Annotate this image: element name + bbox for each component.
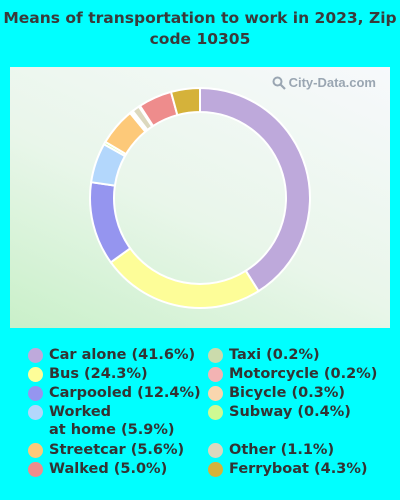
- legend-item: Streetcar (5.6%): [28, 441, 184, 459]
- legend-label: Worked at home (5.9%): [49, 403, 175, 439]
- legend-swatch: [28, 462, 43, 477]
- legend-label-line: Motorcycle (0.2%): [229, 366, 378, 382]
- legend-label: Car alone (41.6%): [49, 346, 195, 364]
- legend-label: Taxi (0.2%): [229, 346, 320, 364]
- legend-label: Bus (24.3%): [49, 365, 148, 383]
- legend-swatch: [28, 386, 43, 401]
- legend-item: Walked (5.0%): [28, 460, 167, 478]
- legend-label-line: Streetcar (5.6%): [49, 442, 185, 458]
- legend-swatch: [208, 367, 223, 382]
- legend-label-line: Taxi (0.2%): [229, 347, 320, 363]
- magnifier-icon: [272, 76, 286, 90]
- legend-label: Ferryboat (4.3%): [229, 460, 367, 478]
- legend-item: Ferryboat (4.3%): [208, 460, 367, 478]
- slice-car-alone: [199, 86, 311, 293]
- legend-label: Streetcar (5.6%): [49, 441, 184, 459]
- legend-item: Subway (0.4%): [208, 403, 351, 421]
- legend-swatch: [208, 405, 223, 420]
- donut-chart: [89, 86, 311, 309]
- slice-ferryboat: [169, 86, 201, 117]
- legend-label-line: Worked: [49, 404, 112, 420]
- legend-item: Worked at home (5.9%): [28, 403, 175, 439]
- legend-swatch: [28, 367, 43, 382]
- legend-item: Bus (24.3%): [28, 365, 148, 383]
- watermark-text: City-Data.com: [288, 75, 376, 90]
- legend-label-line: at home (5.9%): [49, 422, 175, 438]
- legend-label: Motorcycle (0.2%): [229, 365, 377, 383]
- legend-swatch: [28, 405, 43, 420]
- slice-carpooled: [89, 181, 132, 264]
- legend-label-line: Bicycle (0.3%): [229, 385, 345, 401]
- chart-title: Means of transportation to work in 2023,…: [3, 9, 397, 48]
- watermark: City-Data.com: [272, 75, 376, 90]
- legend-swatch: [208, 462, 223, 477]
- legend-label: Subway (0.4%): [229, 403, 351, 421]
- legend-swatch: [28, 348, 43, 363]
- legend-label: Bicycle (0.3%): [229, 384, 345, 402]
- plot-area: City-Data.com: [10, 67, 390, 328]
- legend-label-line: Bus (24.3%): [49, 366, 148, 382]
- legend-item: Carpooled (12.4%): [28, 384, 201, 402]
- legend-swatch: [28, 443, 43, 458]
- legend-label-line: Other (1.1%): [229, 442, 335, 458]
- legend-label-line: Subway (0.4%): [229, 404, 351, 420]
- legend-label: Walked (5.0%): [49, 460, 167, 478]
- legend-swatch: [208, 443, 223, 458]
- legend-item: Other (1.1%): [208, 441, 334, 459]
- legend-label-line: Car alone (41.6%): [49, 347, 196, 363]
- legend-item: Motorcycle (0.2%): [208, 365, 377, 383]
- legend-item: Bicycle (0.3%): [208, 384, 345, 402]
- legend-label: Other (1.1%): [229, 441, 334, 459]
- legend-label-line: Walked (5.0%): [49, 461, 168, 477]
- legend-label: Carpooled (12.4%): [49, 384, 201, 402]
- legend-item: Taxi (0.2%): [208, 346, 320, 364]
- legend-swatch: [208, 348, 223, 363]
- legend-item: Car alone (41.6%): [28, 346, 195, 364]
- legend-label-line: Carpooled (12.4%): [49, 385, 201, 401]
- legend-swatch: [208, 386, 223, 401]
- slice-bus: [109, 246, 260, 309]
- legend-label-line: Ferryboat (4.3%): [229, 461, 368, 477]
